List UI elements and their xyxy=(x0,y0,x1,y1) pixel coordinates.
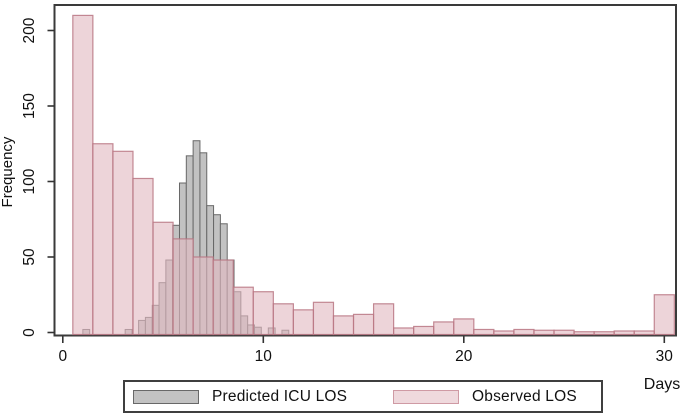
observed-los-bar xyxy=(192,256,214,336)
observed-los-bar xyxy=(533,329,555,336)
observed-los-bar xyxy=(473,328,495,336)
predicted-los-swatch xyxy=(133,389,199,404)
observed-los-bar xyxy=(232,286,254,336)
observed-los-swatch xyxy=(393,389,459,404)
y-tick-label: 50 xyxy=(21,248,38,266)
observed-los-bar xyxy=(372,303,395,336)
observed-los-bar xyxy=(653,294,675,336)
observed-los-bar xyxy=(613,330,635,336)
observed-los-bar xyxy=(272,303,294,336)
observed-los-bar xyxy=(573,331,595,336)
plot-area: 0 10 20 30 0 50 100 150 200 xyxy=(21,4,677,365)
x-tick-label: 0 xyxy=(58,348,67,365)
observed-los-bar xyxy=(172,238,194,336)
plot-frame xyxy=(53,4,677,337)
observed-los-bar xyxy=(112,150,134,336)
observed-los-bar xyxy=(433,321,455,336)
y-tick-label: 100 xyxy=(21,168,38,194)
legend-entry-predicted: Predicted ICU LOS xyxy=(133,382,347,411)
predicted-los-legend-label: Predicted ICU LOS xyxy=(212,387,348,405)
observed-los-bar xyxy=(252,291,274,336)
observed-los-bar xyxy=(352,313,375,336)
observed-los-legend-label: Observed LOS xyxy=(472,387,577,405)
observed-los-bar xyxy=(453,318,475,336)
observed-los-bar xyxy=(132,177,154,336)
legend: Predicted ICU LOS Observed LOS xyxy=(123,380,603,413)
observed-los-bar xyxy=(152,221,174,336)
observed-los-bar xyxy=(513,328,535,336)
observed-los-bar xyxy=(92,143,114,336)
observed-los-bar xyxy=(593,331,615,336)
y-tick-label: 150 xyxy=(21,93,38,119)
observed-los-bar xyxy=(312,301,335,336)
observed-los-bar xyxy=(292,309,315,336)
observed-los-bar xyxy=(413,325,435,336)
y-tick-label: 0 xyxy=(21,328,38,337)
observed-los-bar xyxy=(393,327,415,336)
x-tick-label: 20 xyxy=(455,348,473,365)
observed-los-bar xyxy=(212,259,234,336)
observed-los-bar xyxy=(553,329,575,336)
y-tick-label: 200 xyxy=(21,17,38,43)
observed-los-bar xyxy=(332,315,355,336)
x-tick-label: 30 xyxy=(656,348,674,365)
x-axis-title: Days xyxy=(644,376,680,393)
observed-los-bar xyxy=(633,330,655,336)
legend-entry-observed: Observed LOS xyxy=(393,382,577,411)
y-axis-title: Frequency xyxy=(0,136,16,207)
observed-los-bar xyxy=(493,330,515,336)
x-tick-label: 10 xyxy=(255,348,273,365)
observed-los-bar xyxy=(72,14,94,336)
